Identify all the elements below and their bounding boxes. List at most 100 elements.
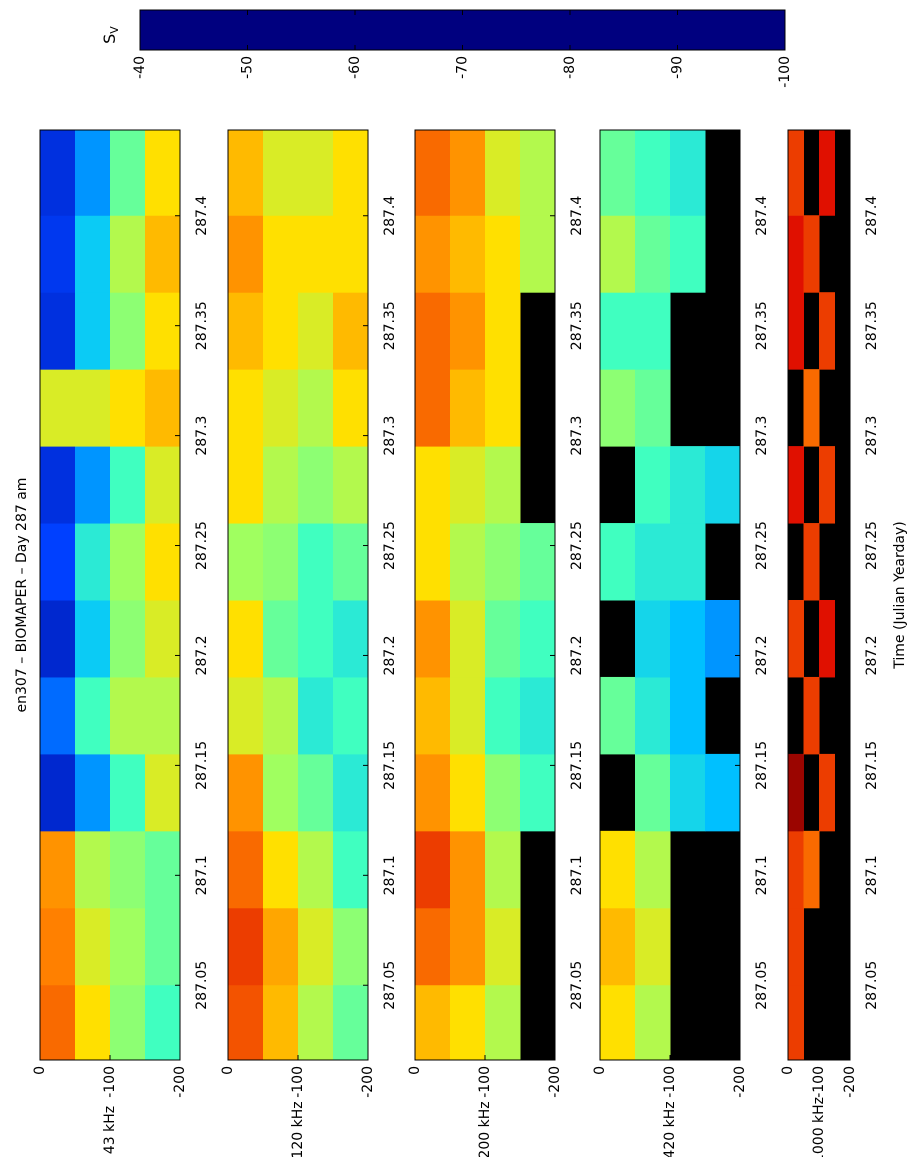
heatmap-cell bbox=[333, 907, 369, 986]
heatmap-cell bbox=[670, 129, 706, 216]
heatmap-cell bbox=[40, 129, 76, 216]
x-tick-label: 287.2 bbox=[569, 635, 585, 675]
heatmap-cell bbox=[485, 753, 521, 832]
heatmap-cell bbox=[788, 292, 804, 370]
heatmap-cell bbox=[333, 830, 369, 909]
heatmap-cell bbox=[298, 292, 334, 370]
heatmap-cell bbox=[75, 129, 111, 216]
x-tick-label: 287.1 bbox=[754, 855, 770, 895]
x-tick-label: 287.05 bbox=[864, 961, 880, 1010]
heatmap-cell bbox=[110, 215, 146, 293]
heatmap-cell bbox=[40, 753, 76, 832]
heatmap-cell bbox=[635, 129, 671, 216]
heatmap-cell bbox=[520, 599, 556, 678]
x-tick-label: 287.3 bbox=[382, 416, 398, 456]
y-tick-label: -200 bbox=[842, 1066, 858, 1098]
heatmap-cell bbox=[333, 446, 369, 524]
heatmap-cell bbox=[40, 830, 76, 909]
heatmap-cell bbox=[415, 599, 451, 678]
x-tick-label: 287.35 bbox=[382, 301, 398, 350]
heatmap-cell bbox=[75, 907, 111, 986]
heatmap-cell bbox=[450, 830, 486, 909]
x-tick-label: 287.35 bbox=[864, 301, 880, 350]
colorbar-tick-label: -50 bbox=[240, 56, 256, 79]
heatmap-cell bbox=[228, 215, 264, 293]
heatmap-cell bbox=[819, 753, 835, 832]
colorbar-tick-label: -90 bbox=[670, 56, 686, 79]
heatmap-cell bbox=[75, 523, 111, 601]
heatmap-cell bbox=[450, 369, 486, 447]
heatmap-cell bbox=[75, 676, 111, 755]
heatmap-cell bbox=[819, 599, 835, 678]
heatmap-cell bbox=[485, 215, 521, 293]
heatmap-cell bbox=[600, 523, 636, 601]
heatmap-cell bbox=[263, 984, 299, 1060]
colorbar-label: SV bbox=[100, 26, 122, 44]
heatmap-cell bbox=[263, 599, 299, 678]
x-tick-label: 287.3 bbox=[569, 416, 585, 456]
heatmap-cell bbox=[635, 599, 671, 678]
heatmap-cell bbox=[40, 446, 76, 524]
heatmap-cell bbox=[635, 523, 671, 601]
heatmap-cell bbox=[145, 830, 181, 909]
heatmap-cell bbox=[819, 129, 835, 216]
heatmap-cell bbox=[600, 292, 636, 370]
heatmap-cell bbox=[110, 984, 146, 1060]
x-tick-label: 287.05 bbox=[569, 961, 585, 1010]
heatmap-cell bbox=[415, 446, 451, 524]
heatmap-cell bbox=[110, 292, 146, 370]
heatmap-cell bbox=[450, 292, 486, 370]
heatmap-cell bbox=[788, 129, 804, 216]
heatmap-cell bbox=[450, 753, 486, 832]
heatmap-cell bbox=[263, 753, 299, 832]
heatmap-cell bbox=[600, 830, 636, 909]
colorbar-tick-label: -80 bbox=[562, 56, 578, 79]
y-tick-label: -100 bbox=[811, 1066, 827, 1098]
heatmap-cell bbox=[228, 599, 264, 678]
heatmap-cell bbox=[600, 676, 636, 755]
heatmap-cell bbox=[788, 830, 804, 909]
heatmap-cell bbox=[75, 446, 111, 524]
heatmap-cell bbox=[450, 907, 486, 986]
heatmap-cell bbox=[819, 292, 835, 370]
heatmap-cell bbox=[803, 215, 820, 293]
heatmap-cell bbox=[788, 753, 804, 832]
colorbar-tick-label: -70 bbox=[455, 56, 471, 79]
y-tick-label: -200 bbox=[360, 1066, 376, 1098]
x-tick-label: 287.2 bbox=[194, 635, 210, 675]
y-tick-label: 0 bbox=[220, 1066, 236, 1075]
x-tick-label: 287.4 bbox=[754, 196, 770, 236]
y-axis-label: 43 kHz bbox=[102, 1106, 118, 1154]
x-tick-label: 287.2 bbox=[754, 635, 770, 675]
y-axis-label: 420 kHz bbox=[662, 1101, 678, 1157]
heatmap-cell bbox=[333, 215, 369, 293]
heatmap-cell bbox=[788, 446, 804, 524]
heatmap-cell bbox=[40, 676, 76, 755]
heatmap-cell bbox=[298, 676, 334, 755]
heatmap-cell bbox=[228, 676, 264, 755]
colorbar-tick-label: -40 bbox=[132, 56, 148, 79]
heatmap-cell bbox=[110, 523, 146, 601]
heatmap-cell bbox=[635, 830, 671, 909]
y-axis-label: 200 kHz bbox=[477, 1101, 493, 1157]
heatmap-cell bbox=[40, 215, 76, 293]
heatmap-cell bbox=[670, 523, 706, 601]
rotated-figure: en307 – BIOMAPER – Day 287 am Time (Juli… bbox=[14, 9, 908, 1157]
heatmap-cell bbox=[75, 984, 111, 1060]
x-tick-label: 287.15 bbox=[194, 741, 210, 790]
heatmap-cell bbox=[145, 446, 181, 524]
heatmap-cell bbox=[670, 599, 706, 678]
heatmap-cell bbox=[228, 129, 264, 216]
x-tick-label: 287.35 bbox=[754, 301, 770, 350]
x-axis-label: Time (Julian Yearday) bbox=[892, 521, 908, 669]
heatmap-cell bbox=[75, 292, 111, 370]
heatmap-cell bbox=[705, 599, 741, 678]
heatmap-cell bbox=[110, 830, 146, 909]
x-tick-label: 287.1 bbox=[569, 855, 585, 895]
x-tick-label: 287.3 bbox=[754, 416, 770, 456]
colorbar-label-sub: V bbox=[108, 26, 121, 34]
y-tick-label: -200 bbox=[172, 1066, 188, 1098]
heatmap-cell bbox=[298, 215, 334, 293]
heatmap-cell bbox=[415, 215, 451, 293]
heatmap-cell bbox=[485, 446, 521, 524]
